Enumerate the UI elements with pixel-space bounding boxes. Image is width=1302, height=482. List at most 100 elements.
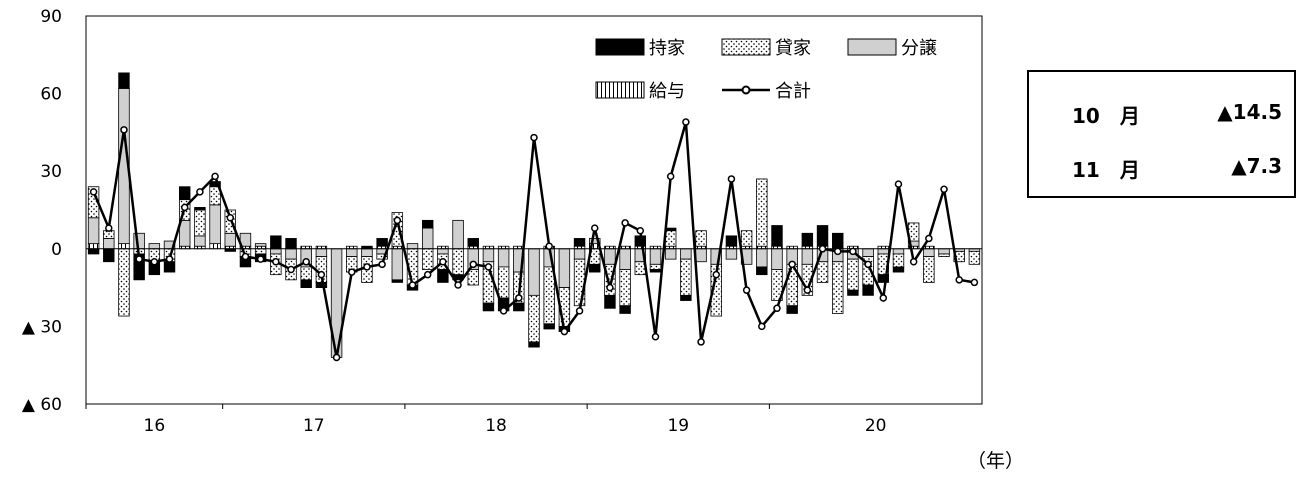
y-tick-label: ▲ 60 <box>22 395 62 415</box>
bar-condo <box>680 248 692 260</box>
x-tick-label: 19 <box>667 416 689 436</box>
bar-rent <box>497 266 510 299</box>
bar-rent <box>695 230 707 247</box>
total-point <box>909 257 918 266</box>
bar-rent <box>847 258 859 291</box>
bar-own <box>786 305 798 314</box>
bar-rent <box>771 269 783 301</box>
summary-box: 10 月 ▲14.5 11 月 ▲7.3 <box>1027 70 1296 198</box>
total-point <box>773 304 781 313</box>
total-point <box>469 260 478 269</box>
total-point <box>727 175 736 183</box>
bar-own <box>877 274 890 283</box>
bar-rent <box>391 212 404 247</box>
bar-condo <box>619 248 631 270</box>
total-point <box>712 270 720 279</box>
bar-condo <box>452 219 464 250</box>
bar-condo <box>756 248 768 268</box>
bar-own <box>589 263 601 273</box>
bar-condo <box>103 238 115 250</box>
total-point <box>742 286 751 294</box>
total-point <box>606 283 614 292</box>
bar-condo <box>270 248 282 255</box>
bar-rent <box>953 250 965 263</box>
bar-rent <box>118 248 130 317</box>
total-point <box>378 260 386 269</box>
bar-condo <box>589 238 601 245</box>
bar-own <box>437 269 449 283</box>
bar-rent <box>254 248 267 255</box>
total-point <box>833 247 842 256</box>
bar-condo <box>892 248 905 255</box>
total-point <box>803 286 812 294</box>
bar-own <box>376 238 388 247</box>
bar-rent <box>573 258 586 307</box>
bar-rent <box>740 230 753 247</box>
bar-condo <box>801 248 814 265</box>
summary-value: ▲7.3 <box>1231 154 1282 178</box>
bar-rent <box>923 256 935 283</box>
x-tick-label: 20 <box>865 416 887 436</box>
bar-rent <box>452 248 464 276</box>
total-point <box>272 257 280 266</box>
bar-own <box>285 238 297 250</box>
legend-label-own: 持家 <box>649 38 685 59</box>
bar-own <box>528 341 540 348</box>
bar-condo <box>664 248 677 260</box>
total-point <box>105 224 113 232</box>
legend-item-total: 合計 <box>722 81 811 102</box>
bar-own <box>573 238 586 247</box>
total-point <box>150 257 159 266</box>
total-point <box>925 234 933 243</box>
total-point <box>651 332 660 341</box>
bar-own <box>87 248 100 255</box>
bar-condo <box>695 248 707 263</box>
bar-condo <box>725 248 738 260</box>
total-point <box>590 224 599 232</box>
bar-own <box>801 232 814 247</box>
bar-condo <box>285 248 297 260</box>
total-point <box>575 307 584 315</box>
total-point <box>864 260 872 269</box>
bar-rent <box>543 266 555 325</box>
bar-condo <box>938 248 950 255</box>
bar-own <box>847 289 859 296</box>
bar-own <box>391 279 404 283</box>
total-point <box>89 188 98 196</box>
bar-condo <box>604 248 616 265</box>
bar-salary <box>209 243 221 250</box>
bar-own <box>103 248 115 263</box>
bar-salary <box>118 243 130 250</box>
total-point <box>287 265 295 274</box>
bar-condo <box>877 248 890 255</box>
total-point <box>241 252 250 261</box>
total-point <box>423 270 432 279</box>
y-tick-label: 0 <box>51 240 62 260</box>
total-point <box>970 278 979 287</box>
bar-condo <box>573 248 586 260</box>
total-point <box>135 255 143 263</box>
y-tick-label: ▲ 30 <box>22 317 62 337</box>
bar-rent <box>300 266 312 281</box>
bar-condo <box>148 243 161 250</box>
x-tick-label: 16 <box>144 416 166 436</box>
summary-row-october: 10 月 ▲14.5 <box>1029 100 1294 130</box>
y-tick-label: 90 <box>40 7 62 27</box>
bar-own <box>300 279 312 288</box>
total-point <box>682 118 690 126</box>
summary-value: ▲14.5 <box>1217 100 1282 124</box>
bar-condo <box>224 232 236 247</box>
legend-item-condo: 分譲 <box>847 38 937 59</box>
bar-own <box>178 186 191 201</box>
bar-rent <box>376 253 388 260</box>
bar-condo <box>771 248 783 270</box>
bar-rent <box>467 269 479 286</box>
bar-rent <box>619 269 631 307</box>
total-point <box>180 203 189 212</box>
bar-condo <box>406 243 419 250</box>
bar-own <box>619 305 631 314</box>
bar-own <box>421 219 434 229</box>
total-point <box>226 214 235 222</box>
total-point <box>484 263 493 271</box>
